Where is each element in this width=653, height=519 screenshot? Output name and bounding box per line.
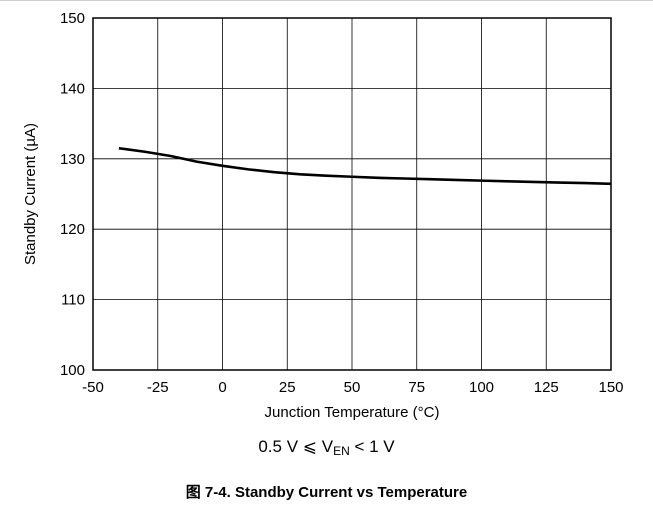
plot-frame: [92, 17, 612, 371]
y-axis-title: Standby Current (µA): [22, 123, 39, 265]
x-tick-label: 0: [218, 379, 226, 396]
y-tick-label: 130: [60, 151, 85, 168]
y-tick-labels: 100 110 120 130 140 150: [60, 10, 85, 379]
condition-subscript: EN: [333, 444, 350, 458]
x-tick-label: 100: [469, 379, 494, 396]
x-tick-label: 125: [534, 379, 559, 396]
series-line: [118, 146, 612, 186]
condition-label: 0.5 V ⩽ VEN < 1 V: [0, 437, 653, 458]
x-tick-label: 75: [408, 379, 425, 396]
y-tick-label: 140: [60, 80, 85, 97]
x-tick-label: 50: [344, 379, 361, 396]
x-axis-title: Junction Temperature (°C): [265, 404, 440, 421]
line-chart: -50 -25 0 25 50 75 100 125 150 100 110 120 130 140 15…: [22, 10, 624, 421]
y-tick-label: 150: [60, 10, 85, 27]
x-tick-label: -25: [147, 379, 169, 396]
x-tick-labels: -50 -25 0 25 50 75 100 125 150: [82, 379, 623, 396]
y-tick-label: 100: [60, 362, 85, 379]
x-tick-label: -50: [82, 379, 104, 396]
series-layer: [118, 146, 612, 186]
top-rule: [0, 0, 653, 1]
condition-prefix: 0.5 V ⩽ V: [258, 437, 334, 456]
figure-caption: 图 7-4. Standby Current vs Temperature: [185, 484, 468, 501]
grid-lines: [92, 17, 612, 371]
condition-suffix: < 1 V: [349, 437, 395, 456]
y-tick-label: 120: [60, 221, 85, 238]
x-tick-label: 25: [279, 379, 296, 396]
y-tick-label: 110: [61, 292, 85, 309]
x-tick-label: 150: [598, 379, 623, 396]
